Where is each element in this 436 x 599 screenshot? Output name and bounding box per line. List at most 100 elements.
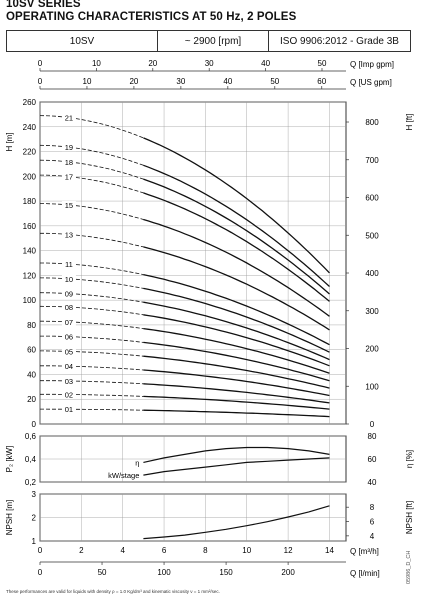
model-cell: 10SV [7,31,158,51]
head-ft-tick-label: 0 [370,420,375,429]
imp-tick-label: 10 [92,59,101,68]
head-tick-label: 140 [23,247,37,256]
lmin-tick-label: 200 [281,568,295,577]
curve-label-bg [61,157,76,166]
head-tick-label: 120 [23,271,37,280]
curve-label-17: 17 [65,173,73,182]
curve-label-11: 11 [65,260,73,269]
us-tick-label: 30 [176,77,185,86]
curve-label-04: 04 [65,362,73,371]
curve-label-13: 13 [65,230,73,239]
curve-label-bg [61,289,76,298]
imp-tick-label: 0 [38,59,43,68]
m3h-tick-label: 6 [162,546,167,555]
m3h-tick-label: 4 [120,546,125,555]
us-tick-label: 40 [223,77,232,86]
pe-ylabel: P₂ [kW] [5,446,14,473]
lmin-tick-label: 100 [157,568,171,577]
head-curve-21 [143,137,330,274]
efficiency-curve [143,446,330,463]
curve-label-bg [61,200,76,209]
head-curve-06-dashed [40,335,144,343]
head-curve-04 [143,369,330,397]
head-tick-label: 0 [32,420,37,429]
imp-tick-label: 50 [318,59,327,68]
curve-label-bg [61,332,76,341]
head-curve-11-dashed [40,262,144,275]
head-ft-tick-label: 300 [365,307,379,316]
curve-label-bg [61,172,76,181]
head-tick-label: 200 [23,172,37,181]
npsh-tick-label: 1 [32,537,37,546]
drawing-code: 05986_D_CH [406,550,412,584]
curve-label-bg [61,390,76,399]
pe-tick-label: 0,6 [25,432,37,441]
head-curve-01 [143,409,330,418]
lmin-tick-label: 50 [98,568,107,577]
curve-label-03: 03 [65,377,73,386]
head-curve-02 [143,395,330,410]
curve-label-bg [61,362,76,371]
head-curve-07-dashed [40,320,144,329]
npsh-tick-label: 3 [32,490,37,499]
pe-ylabel-right: η [%] [405,450,414,468]
imp-tick-label: 30 [205,59,214,68]
head-tick-label: 220 [23,148,37,157]
head-ft-tick-label: 400 [365,269,379,278]
lmin-axis-label: Q [l/min] [350,569,380,578]
m3h-tick-label: 10 [242,546,251,555]
power-efficiency-panel: 0,2 0,4 0,6 40 60 80 η kW/stage P₂ [kW] η [%] [5,432,414,487]
curve-label-bg [61,405,76,414]
head-curve-02-dashed [40,393,144,397]
head-ylabel-right: H [ft] [405,114,414,131]
head-ft-tick-label: 200 [365,345,379,354]
curve-label-bg [61,113,76,122]
m3h-axis-label: Q [m³/h] [350,547,379,556]
curve-label-06: 06 [65,333,73,342]
head-curve-18-dashed [39,159,144,180]
series-title: 10SV SERIES [6,0,81,10]
curve-label-01: 01 [65,405,73,414]
m3h-tick-label: 12 [284,546,293,555]
head-tick-label: 80 [27,321,36,330]
curve-label-18: 18 [65,158,73,167]
us-tick-label: 60 [317,77,326,86]
head-curve-05-dashed [40,350,144,357]
chart-subtitle: OPERATING CHARACTERISTICS AT 50 Hz, 2 PO… [6,11,297,23]
curve-label-bg [61,347,76,356]
us-tick-label: 50 [270,77,279,86]
head-curve-19 [143,164,330,287]
speed-cell: ~ 2900 [rpm] [158,31,269,51]
head-curve-08 [143,314,330,367]
head-curve-13-dashed [40,232,144,248]
m3h-tick-label: 14 [325,546,334,555]
efficiency-label: η [135,458,139,467]
npsh-ft-tick-label: 6 [370,518,375,527]
head-panel: 0204060801001201401601802002202402600100… [5,98,414,429]
standard-cell: ISO 9906:2012 - Grade 3B [280,35,399,47]
m3h-tick-label: 8 [203,546,208,555]
curve-label-bg [61,143,76,152]
curve-label-bg [61,274,76,283]
head-curve-09-dashed [39,292,144,303]
npsh-curve [143,505,330,540]
head-tick-label: 60 [27,346,36,355]
head-curve-09 [143,301,330,361]
curve-label-10: 10 [65,275,73,284]
head-ft-tick-label: 500 [365,231,379,240]
power-curve [143,457,330,476]
head-curve-07 [143,327,330,374]
head-ylabel: H [m] [5,132,14,151]
head-curve-10-dashed [40,277,144,289]
lmin-tick-label: 0 [38,568,43,577]
curve-label-15: 15 [65,201,73,210]
head-frame [39,101,347,425]
curve-label-bg [61,303,76,312]
head-tick-label: 240 [23,123,37,132]
us-axis-label: Q [US gpm] [350,78,392,87]
head-curve-03 [143,383,330,404]
npsh-tick-label: 2 [32,514,37,523]
curve-label-02: 02 [65,390,73,399]
pe-tick-label: 0,2 [25,478,37,487]
us-tick-label: 10 [83,77,92,86]
